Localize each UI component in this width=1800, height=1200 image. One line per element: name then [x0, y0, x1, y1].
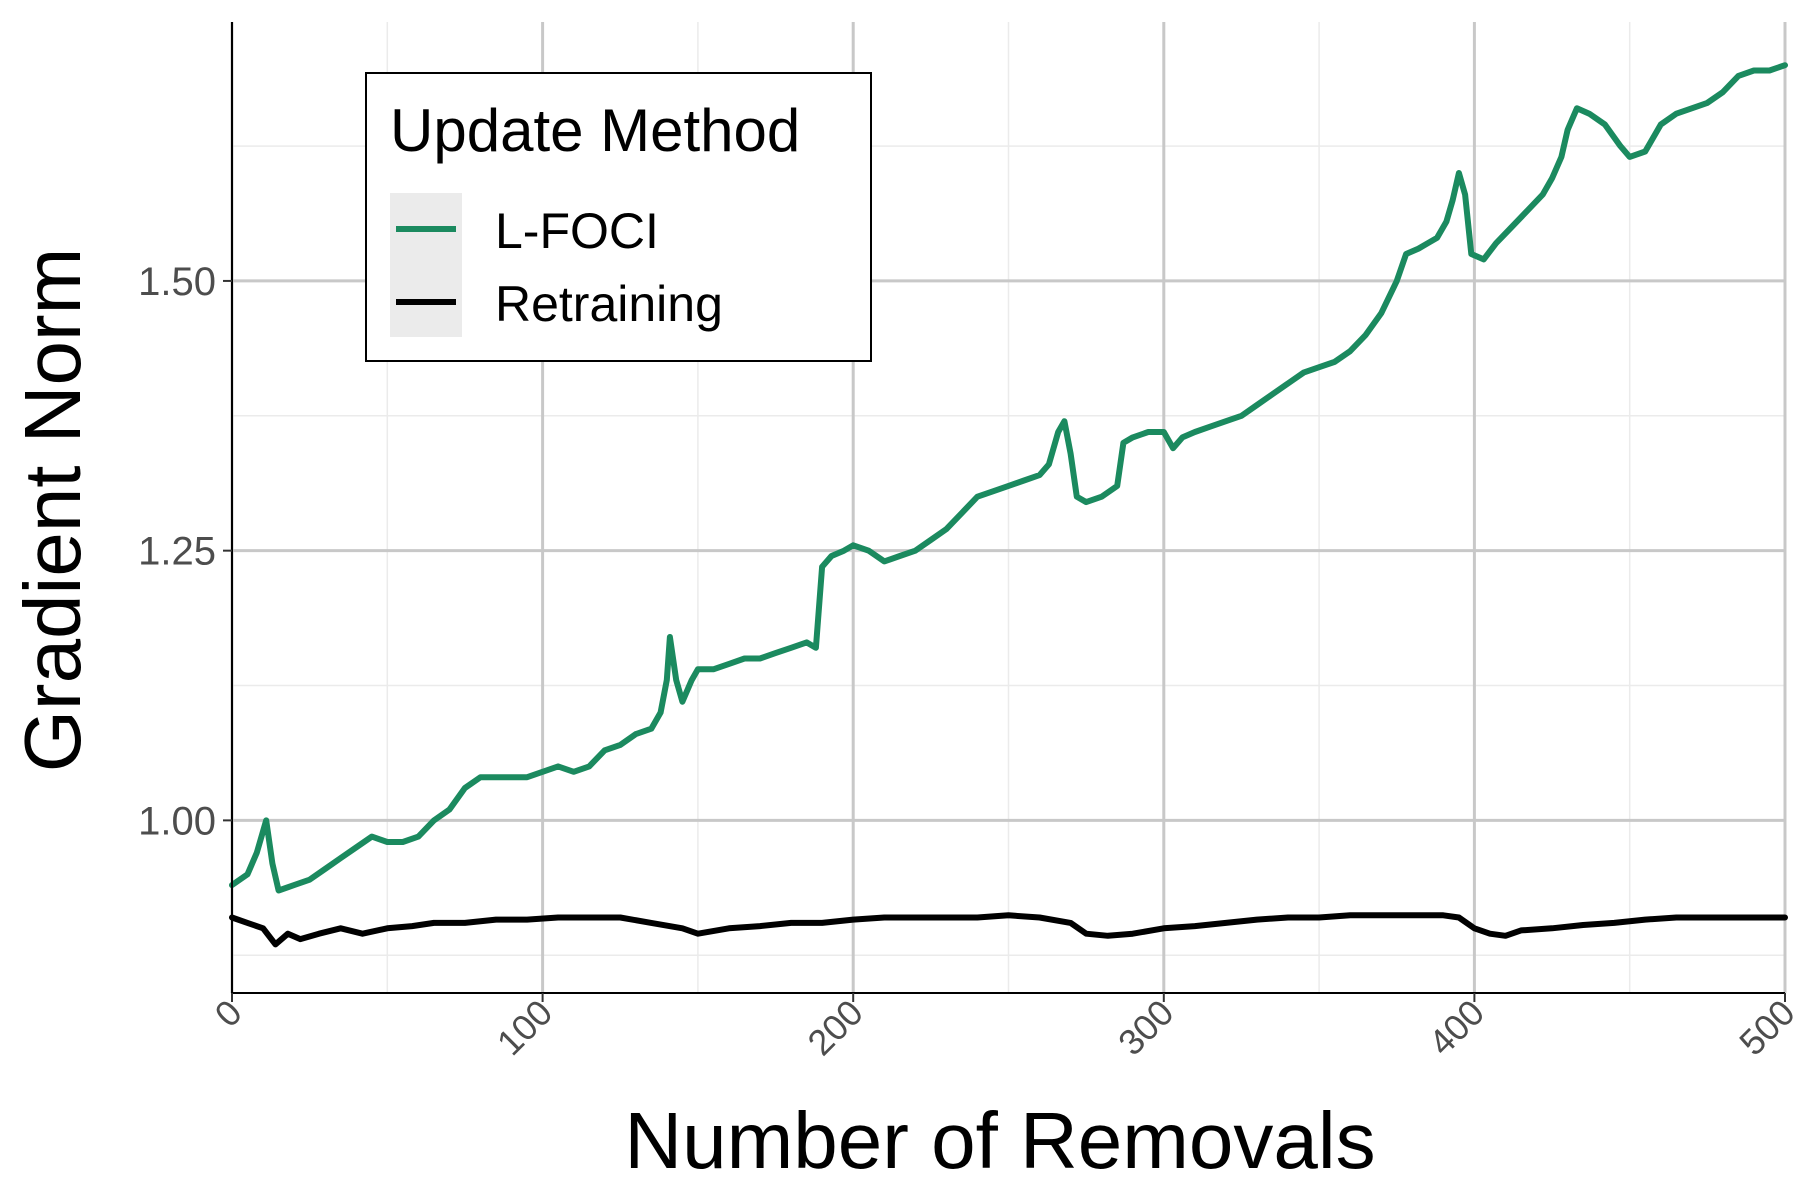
- x-tick-label: 400: [1421, 992, 1492, 1063]
- x-tick-label: 0: [207, 992, 250, 1035]
- legend-key-bg: [390, 193, 462, 337]
- series-line-l-foci: [229, 62, 1788, 894]
- x-tick-label: 100: [489, 992, 560, 1063]
- y-axis-title: Gradient Norm: [8, 248, 97, 773]
- x-axis-title: Number of Removals: [624, 1096, 1375, 1185]
- legend-label-lfoci: L-FOCI: [495, 203, 659, 259]
- y-axis-ticks: 1.00 1.25 1.50: [138, 260, 232, 843]
- axis-lines: [231, 22, 1785, 994]
- y-tick-label: 1.50: [138, 260, 216, 304]
- y-tick-label: 1.25: [138, 530, 216, 574]
- x-tick-label: 200: [799, 992, 870, 1063]
- legend-title: Update Method: [390, 97, 800, 164]
- series-line-retraining: [229, 912, 1788, 948]
- legend-label-retraining: Retraining: [495, 276, 723, 332]
- legend: Update Method L-FOCI Retraining: [365, 72, 872, 362]
- x-axis-ticks: 0 100 200 300 400 500: [207, 992, 1800, 1063]
- y-tick-label: 1.00: [138, 799, 216, 843]
- x-tick-label: 500: [1731, 992, 1800, 1063]
- x-tick-label: 300: [1110, 992, 1181, 1063]
- series-layer: [229, 62, 1788, 948]
